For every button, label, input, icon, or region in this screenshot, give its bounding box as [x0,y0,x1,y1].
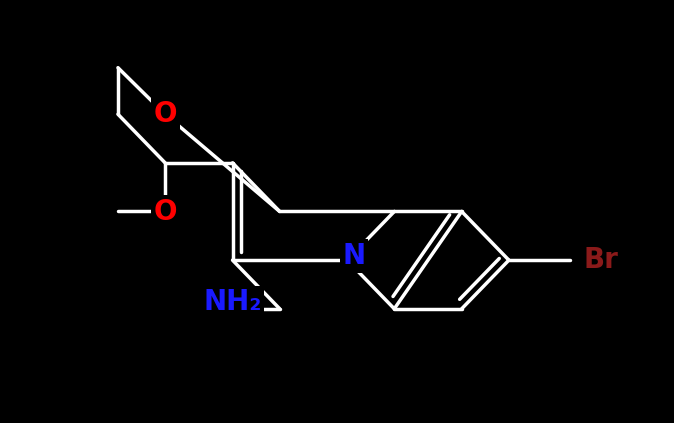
Text: O: O [154,100,177,128]
Text: Br: Br [583,246,618,274]
Text: N: N [342,242,365,270]
Text: NH₂: NH₂ [204,288,262,316]
Text: O: O [154,198,177,225]
